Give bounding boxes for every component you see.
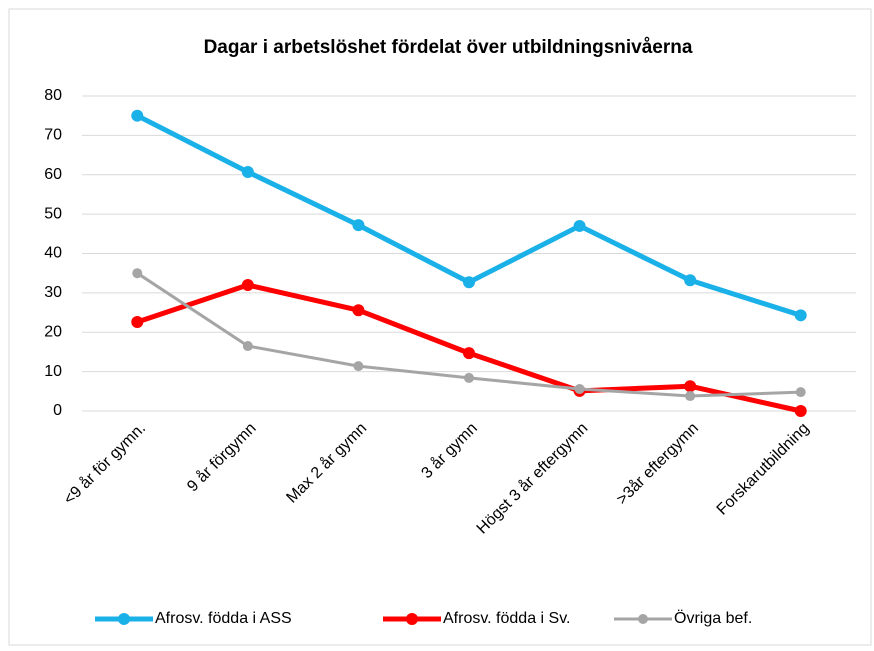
data-point (684, 274, 697, 287)
data-point (242, 341, 253, 352)
data-point (463, 347, 475, 360)
data-point (574, 383, 585, 394)
data-point (684, 380, 697, 393)
data-point (463, 276, 475, 289)
data-point (131, 109, 144, 122)
y-tick-label: 80 (44, 87, 62, 104)
data-point (353, 361, 364, 372)
y-tick-label: 30 (44, 284, 62, 301)
data-point (352, 304, 365, 317)
data-point (685, 391, 696, 402)
legend-label: Övriga bef. (674, 609, 752, 627)
y-tick-label: 0 (53, 402, 62, 419)
y-tick-label: 20 (44, 323, 62, 340)
data-point (352, 219, 365, 232)
legend-label: Afrosv. födda i Sv. (443, 610, 570, 627)
data-point (241, 279, 254, 291)
legend-marker (118, 613, 130, 625)
legend-marker (406, 613, 418, 625)
legend-label: Afrosv. födda i ASS (155, 610, 292, 627)
legend-marker (638, 614, 648, 624)
data-point (241, 165, 254, 178)
y-tick-label: 70 (44, 127, 62, 144)
data-point (795, 387, 806, 398)
data-point (573, 219, 586, 232)
data-point (794, 405, 807, 417)
chart-border (8, 8, 872, 646)
y-tick-label: 60 (44, 166, 62, 183)
data-point (132, 268, 143, 279)
data-point (794, 309, 807, 322)
data-point (464, 372, 474, 383)
y-tick-label: 40 (44, 245, 62, 262)
data-point (131, 316, 144, 329)
chart-title: Dagar i arbetslöshet fördelat över utbil… (204, 37, 693, 58)
y-tick-label: 50 (44, 205, 62, 222)
y-tick-label: 10 (44, 363, 62, 380)
